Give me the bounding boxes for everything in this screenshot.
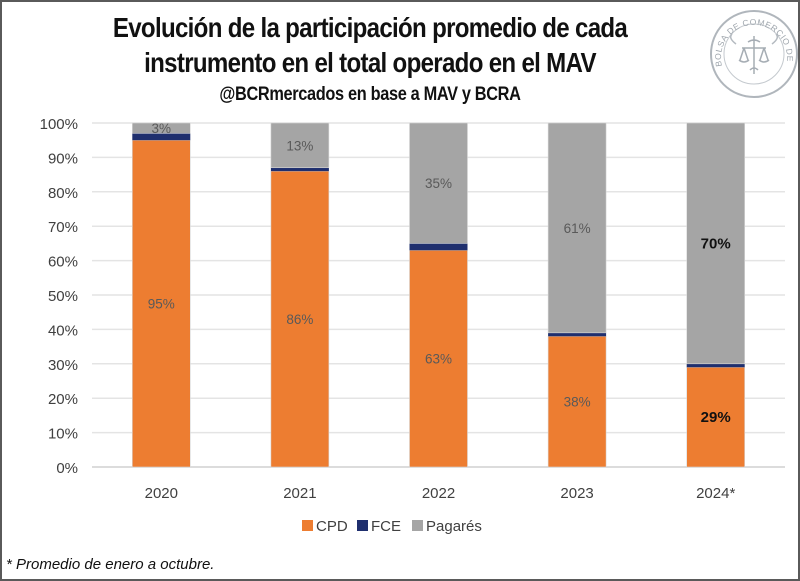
data-label: 70% xyxy=(701,235,731,252)
bar-segment-cpd xyxy=(132,139,191,468)
y-tick-label: 70% xyxy=(48,219,78,236)
y-tick-label: 100% xyxy=(40,116,78,133)
y-tick-label: 10% xyxy=(48,426,78,443)
bar-segment-fce xyxy=(409,243,468,251)
data-label: 38% xyxy=(564,395,591,410)
y-tick-label: 40% xyxy=(48,322,78,339)
legend-swatch-fce xyxy=(357,520,368,531)
bar-segment-cpd xyxy=(409,249,468,468)
legend-swatch-pagarés xyxy=(412,520,423,531)
bar-segment-fce xyxy=(270,167,329,172)
data-label: 29% xyxy=(701,409,731,426)
bar-segment-cpd xyxy=(547,335,607,468)
data-label: 35% xyxy=(425,176,452,191)
bar-segment-pagarés xyxy=(547,122,607,334)
y-tick-label: 20% xyxy=(48,391,78,408)
x-tick-label: 2022 xyxy=(422,485,455,502)
bar-segment-pagarés xyxy=(409,122,468,244)
bar-segment-fce xyxy=(548,332,607,337)
y-tick-label: 30% xyxy=(48,357,78,374)
y-tick-label: 90% xyxy=(48,150,78,167)
x-tick-label: 2023 xyxy=(560,485,593,502)
data-label: 3% xyxy=(152,121,172,136)
bar-segment-pagarés xyxy=(132,122,191,134)
chart-title-line1: Evolución de la participación promedio d… xyxy=(112,12,628,43)
stacked-bar-chart: 0% 10% 20% 30% 40% 50% 60% 70% 80% 90% 100% 95% 3% 8… xyxy=(40,116,785,535)
y-tick-label: 80% xyxy=(48,185,78,202)
data-label: 86% xyxy=(286,312,313,327)
legend-label-fce: FCE xyxy=(371,518,401,535)
bar-segment-fce xyxy=(686,363,745,368)
data-label: 95% xyxy=(148,297,175,312)
bar-segment-fce xyxy=(132,133,191,141)
y-tick-label: 60% xyxy=(48,254,78,271)
y-tick-label: 0% xyxy=(56,460,78,477)
footnote: * Promedio de enero a octubre. xyxy=(6,556,215,573)
data-label: 61% xyxy=(564,221,591,236)
x-tick-label: 2024* xyxy=(696,485,735,502)
legend-swatch-cpd xyxy=(302,520,313,531)
legend-label-pagarés: Pagarés xyxy=(426,518,482,535)
x-tick-label: 2020 xyxy=(145,485,178,502)
bar-segment-cpd xyxy=(270,170,330,468)
bar-segment-pagarés xyxy=(686,122,746,365)
chart-title-line2: instrumento en el total operado en el MA… xyxy=(144,47,596,78)
data-label: 63% xyxy=(425,352,452,367)
chart-subtitle: @BCRmercados en base a MAV y BCRA xyxy=(219,84,521,105)
data-label: 13% xyxy=(286,138,313,153)
bar-segment-cpd xyxy=(686,366,746,468)
y-tick-label: 50% xyxy=(48,288,78,305)
bolsa-de-comercio-logo-icon: BOLSA DE COMERCIO DE ROSARIO xyxy=(708,8,798,98)
bar-segment-pagarés xyxy=(270,122,330,169)
x-tick-label: 2021 xyxy=(283,485,316,502)
legend-label-cpd: CPD xyxy=(316,518,348,535)
